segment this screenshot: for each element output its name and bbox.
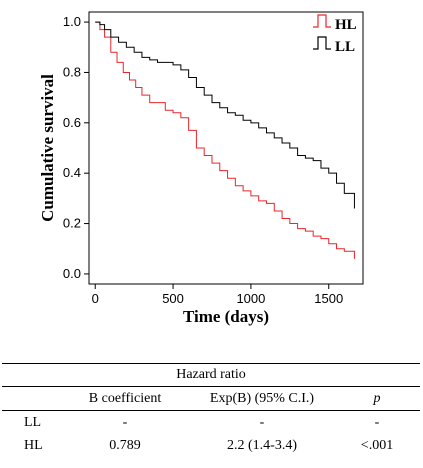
table-caption: Hazard ratio: [176, 367, 246, 382]
legend-label-hl: HL: [335, 17, 357, 33]
cell-hl-b: 0.789: [109, 438, 141, 453]
series-line-ll: [95, 21, 355, 209]
table-header-rule: [2, 386, 420, 387]
cell-ll-p: -: [374, 415, 380, 430]
cell-hl-p: <.001: [360, 438, 394, 453]
header-cell-exp-b: Exp(B) (95% C.I.): [209, 391, 315, 406]
survival-curves: [95, 21, 355, 259]
table-top-rule: [2, 363, 420, 364]
row-label-ll: LL: [24, 415, 42, 430]
y-tick-label: 0.2: [63, 216, 81, 231]
y-tick-label: 0.0: [63, 266, 81, 281]
table-row: HL 0.789 2.2 (1.4-3.4) <.001: [2, 434, 420, 457]
header-cell-p: p: [373, 391, 381, 406]
y-tick-label: 0.6: [63, 115, 81, 130]
header-cell-b-coefficient: B coefficient: [88, 391, 162, 406]
y-tick-label: 1.0: [63, 14, 81, 29]
x-tick-label: 1500: [314, 291, 343, 306]
legend-swatch-hl: [313, 14, 331, 28]
table-row: LL - - -: [2, 411, 420, 434]
legend-label-ll: LL: [335, 39, 355, 55]
x-axis-ticks: 0 500 1000 1500: [92, 284, 343, 306]
x-tick-label: 500: [162, 291, 184, 306]
x-tick-label: 1000: [236, 291, 265, 306]
table-body-rule: [2, 410, 420, 411]
series-line-hl: [95, 21, 355, 259]
survival-chart: 0.0 0.2 0.4 0.6 0.8 1.0 0 500 1000 1500 HL LL Tim…: [38, 11, 364, 326]
y-tick-label: 0.8: [63, 64, 81, 79]
plot-area-frame: [88, 11, 364, 285]
y-tick-label: 0.4: [63, 165, 81, 180]
y-axis-title: Cumulative survival: [38, 74, 57, 222]
x-axis-title: Time (days): [183, 307, 269, 326]
y-axis-ticks: 0.0 0.2 0.4 0.6 0.8 1.0: [63, 14, 89, 281]
hazard-ratio-table: Hazard ratio B coefficient Exp(B) (95% C…: [2, 363, 420, 457]
x-tick-label: 0: [92, 291, 99, 306]
row-label-hl: HL: [24, 438, 43, 453]
cell-ll-exp-b: -: [259, 415, 265, 430]
table-header-row: B coefficient Exp(B) (95% C.I.) p: [2, 387, 420, 410]
cell-hl-exp-b: 2.2 (1.4-3.4): [227, 438, 297, 453]
legend-swatch-ll: [313, 36, 331, 50]
legend: HL LL: [313, 14, 357, 55]
cell-ll-b: -: [122, 415, 128, 430]
